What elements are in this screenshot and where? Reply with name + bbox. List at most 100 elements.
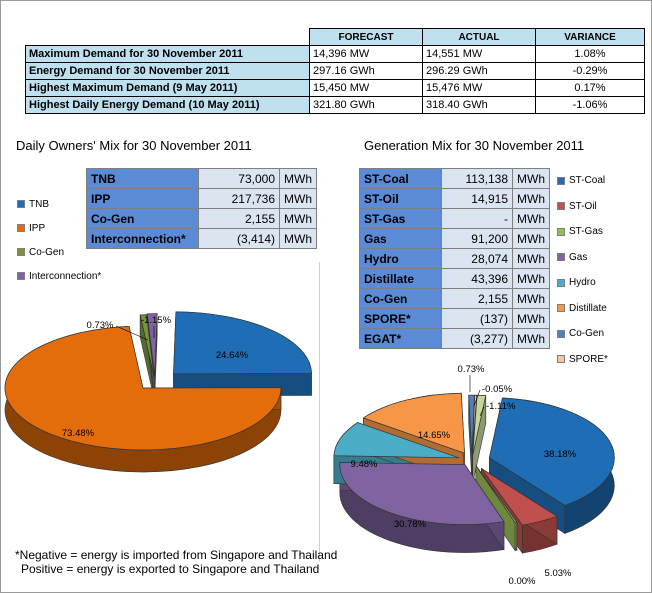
mix-name: Co-Gen: [86, 208, 199, 229]
pie-slice-st-oil: [481, 468, 558, 526]
footnote: *Negative = energy is imported from Sing…: [15, 548, 337, 576]
forecast-cell: 321.80 GWh: [309, 96, 423, 114]
generation-mix-row: EGAT* (3,277) MWh: [359, 328, 550, 349]
demand-summary-table: FORECAST ACTUAL VARIANCE Maximum Demand …: [25, 28, 645, 114]
actual-unit: GWh: [462, 99, 488, 111]
legend-label: Gas: [569, 251, 588, 263]
actual-unit: GWh: [462, 65, 488, 77]
pie-slice-ipp: [4, 325, 282, 451]
pie-data-label: -1.15%: [141, 315, 172, 326]
mix-value: 28,074: [441, 248, 513, 269]
legend-swatch: [557, 176, 565, 185]
actual-unit: MW: [462, 48, 483, 60]
forecast-unit: MW: [349, 48, 370, 60]
mix-unit: MWh: [512, 268, 550, 289]
legend-label: IPP: [29, 222, 46, 234]
pie-slice-distillate: [362, 392, 465, 454]
legend-swatch: [557, 227, 565, 236]
generation-mix-row: Hydro 28,074 MWh: [359, 248, 550, 269]
actual-cell: 296.29 GWh: [422, 62, 536, 80]
mix-name: Distillate: [359, 268, 442, 289]
legend-swatch: [17, 248, 25, 256]
mix-name: TNB: [86, 168, 199, 189]
pie-leader-line: [479, 406, 485, 417]
generation-mix-row: ST-Gas - MWh: [359, 208, 550, 229]
summary-row-label: Highest Maximum Demand (9 May 2011): [25, 79, 310, 97]
forecast-value: 297.16: [313, 65, 347, 77]
pie-data-label: 30.78%: [394, 519, 427, 530]
legend-label: ST-Coal: [569, 175, 606, 187]
forecast-value: 15,450: [313, 82, 347, 94]
mix-unit: MWh: [279, 228, 317, 249]
mix-unit: MWh: [279, 168, 317, 189]
legend-item: ST-Oil: [557, 194, 608, 220]
mix-value: -: [441, 208, 513, 229]
forecast-value: 14,396: [313, 48, 347, 60]
mix-value: 2,155: [198, 208, 280, 229]
forecast-cell: 297.16 GWh: [309, 62, 423, 80]
mix-name: Co-Gen: [359, 288, 442, 309]
variance-header: VARIANCE: [535, 28, 645, 46]
legend-item: Interconnection*: [17, 264, 101, 288]
owners-mix-table: TNB 73,000 MWh IPP 217,736 MWh Co-Gen 2,155 MWh I…: [86, 168, 317, 249]
pie-data-label: -0.05%: [482, 384, 513, 395]
forecast-unit: GWh: [349, 65, 375, 77]
legend-swatch: [557, 355, 565, 364]
legend-item: Distillate: [557, 296, 608, 322]
legend-swatch: [557, 202, 565, 211]
legend-label: Distillate: [569, 302, 607, 314]
generation-mix-row: SPORE* (137) MWh: [359, 308, 550, 329]
mix-value: (3,414): [198, 228, 280, 249]
mix-unit: MWh: [512, 308, 550, 329]
pie-data-label: 0.00%: [509, 576, 536, 587]
pie-labels: 24.64% 73.48% 0.73% -1.15%: [62, 315, 249, 439]
generation-mix-row: Co-Gen 2,155 MWh: [359, 288, 550, 309]
pie-slice-spore-: [471, 394, 478, 456]
pie-data-label: 73.48%: [62, 428, 95, 439]
legend-item: Hydro: [557, 270, 608, 296]
pie-labels: 38.18% 5.03% 0.00% 30.78% 9.48% 14.65% 0.73% -0…: [351, 364, 577, 587]
pie-data-label: 38.18%: [544, 449, 577, 460]
mix-value: 113,138: [441, 168, 513, 189]
summary-row: Highest Maximum Demand (9 May 2011) 15,45…: [25, 79, 645, 97]
legend-item: Co-Gen: [557, 321, 608, 347]
mix-unit: MWh: [512, 328, 550, 349]
mix-name: ST-Coal: [359, 168, 442, 189]
owners-mix-row: IPP 217,736 MWh: [86, 188, 317, 209]
owners-mix-row: Co-Gen 2,155 MWh: [86, 208, 317, 229]
legend-label: Hydro: [569, 277, 596, 289]
generation-mix-row: ST-Coal 113,138 MWh: [359, 168, 550, 189]
generation-mix-row: Gas 91,200 MWh: [359, 228, 550, 249]
legend-label: Co-Gen: [29, 246, 65, 258]
generation-pie-chart: 38.18% 5.03% 0.00% 30.78% 9.48% 14.65% 0.73% -0…: [333, 364, 615, 587]
legend-swatch: [17, 272, 25, 280]
generation-legend: ST-Coal ST-Oil ST-Gas Gas Hydro Distillate Co-…: [557, 168, 608, 372]
summary-row: Highest Daily Energy Demand (10 May 2011…: [25, 96, 645, 114]
legend-item: ST-Gas: [557, 219, 608, 245]
owners-pie-chart: 24.64% 73.48% 0.73% -1.15%: [4, 311, 312, 473]
footnote-line-2: Positive = energy is exported to Singapo…: [21, 562, 320, 576]
mix-value: 14,915: [441, 188, 513, 209]
forecast-cell: 15,450 MW: [309, 79, 423, 97]
owners-legend: TNB IPP Co-Gen Interconnection*: [17, 192, 101, 288]
generation-mix-table: ST-Coal 113,138 MWh ST-Oil 14,915 MWh ST-Gas - M…: [359, 168, 550, 349]
forecast-unit: MW: [349, 82, 370, 94]
legend-item: Gas: [557, 245, 608, 271]
mix-name: Hydro: [359, 248, 442, 269]
forecast-unit: GWh: [349, 99, 375, 111]
pie-slice-hydro: [333, 422, 459, 459]
pie-leader-line: [473, 389, 481, 407]
mix-unit: MWh: [512, 288, 550, 309]
pie-slice-st-coal: [488, 397, 615, 506]
pie-data-label: 9.48%: [351, 459, 378, 470]
owners-mix-title: Daily Owners' Mix for 30 November 2011: [16, 138, 252, 153]
actual-value: 14,551: [426, 48, 460, 60]
legend-item: SPORE*: [557, 347, 608, 373]
actual-value: 296.29: [426, 65, 460, 77]
pie-data-label: 0.73%: [458, 364, 485, 375]
actual-cell: 318.40 GWh: [422, 96, 536, 114]
mix-name: Interconnection*: [86, 228, 199, 249]
mix-value: 43,396: [441, 268, 513, 289]
summary-row-label: Highest Daily Energy Demand (10 May 2011…: [25, 96, 310, 114]
mix-unit: MWh: [279, 208, 317, 229]
